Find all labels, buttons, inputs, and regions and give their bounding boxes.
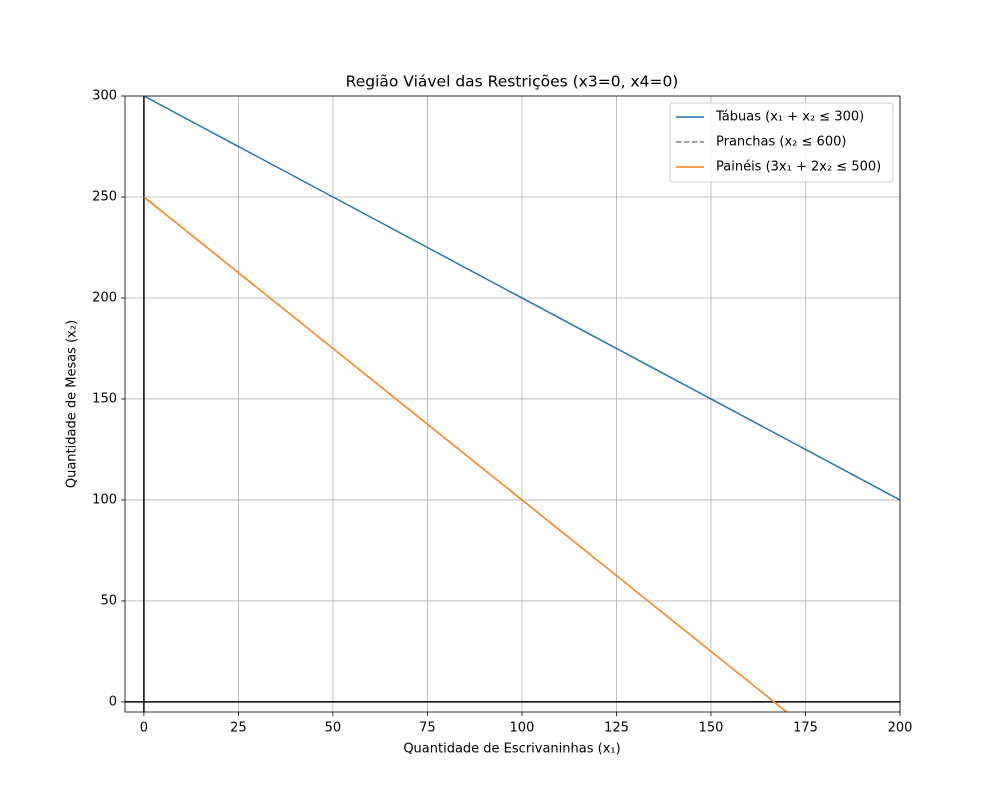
y-tick-label: 250 xyxy=(92,189,117,204)
series-line xyxy=(143,196,788,712)
legend-box xyxy=(669,102,894,183)
y-tick-label: 0 xyxy=(109,694,117,709)
x-tick-label: 50 xyxy=(325,721,342,736)
y-tick-label: 200 xyxy=(92,290,117,305)
y-tick-label: 100 xyxy=(92,492,117,507)
plot-frame xyxy=(124,95,901,713)
legend-label: Tábuas (x₁ + x₂ ≤ 300) xyxy=(715,110,864,125)
y-axis-label: Quantidade de Mesas (x₂) xyxy=(65,320,80,488)
x-tick-label: 125 xyxy=(604,721,629,736)
legend-label: Pranchas (x₂ ≤ 600) xyxy=(716,135,846,150)
y-tick-label: 50 xyxy=(100,593,117,608)
legend-label: Painéis (3x₁ + 2x₂ ≤ 500) xyxy=(716,160,881,175)
x-tick-label: 0 xyxy=(140,721,148,736)
x-tick-label: 25 xyxy=(230,721,247,736)
x-tick-label: 175 xyxy=(793,721,818,736)
x-tick-label: 150 xyxy=(699,721,724,736)
y-tick-label: 300 xyxy=(92,89,117,104)
plot-area xyxy=(125,96,900,712)
series-line xyxy=(143,96,900,501)
x-tick-label: 200 xyxy=(888,721,913,736)
x-tick-label: 75 xyxy=(419,721,436,736)
y-tick-label: 150 xyxy=(92,391,117,406)
x-tick-label: 100 xyxy=(510,721,535,736)
x-axis-label: Quantidade de Escrivaninhas (x₁) xyxy=(403,742,620,757)
chart-title: Região Viável das Restrições (x3=0, x4=0… xyxy=(346,73,679,91)
